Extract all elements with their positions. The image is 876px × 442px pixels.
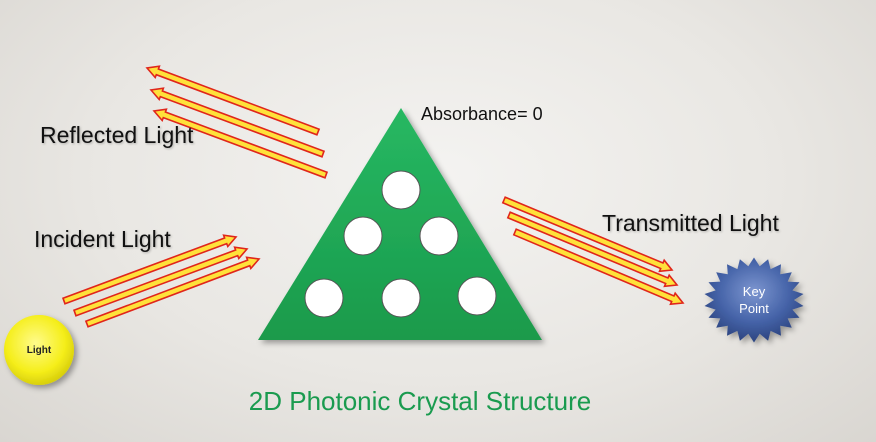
incident-light-label: Incident Light: [34, 226, 171, 252]
key-point-label: Key Point: [705, 275, 803, 325]
absorbance-label: Absorbance= 0: [421, 104, 543, 124]
reflected-arrow: [149, 87, 326, 158]
key-point-line1: Key: [742, 284, 766, 299]
hole: [419, 216, 459, 256]
transmitted-arrow: [501, 196, 674, 273]
diagram-caption: 2D Photonic Crystal Structure: [248, 386, 592, 416]
light-arrows: [61, 65, 685, 328]
incident-arrow: [61, 234, 238, 305]
light-source-circle: [4, 315, 74, 385]
hole: [343, 216, 383, 256]
reflected-arrow: [152, 108, 329, 179]
incident-arrow: [84, 256, 261, 328]
transmitted-light-label: Transmitted Light: [602, 210, 779, 236]
hole: [381, 278, 421, 318]
crystal-holes: [304, 170, 497, 318]
transmitted-arrow: [506, 211, 679, 288]
key-point-line2: Point: [739, 301, 769, 316]
hole: [457, 276, 497, 316]
transmitted-arrow: [512, 228, 685, 306]
hole: [381, 170, 421, 210]
incident-arrow: [72, 246, 249, 317]
light-source-label: Light: [26, 344, 52, 356]
reflected-light-label: Reflected Light: [40, 122, 194, 148]
hole: [304, 278, 344, 318]
key-point-starburst: [704, 257, 804, 343]
reflected-arrow: [145, 65, 321, 136]
